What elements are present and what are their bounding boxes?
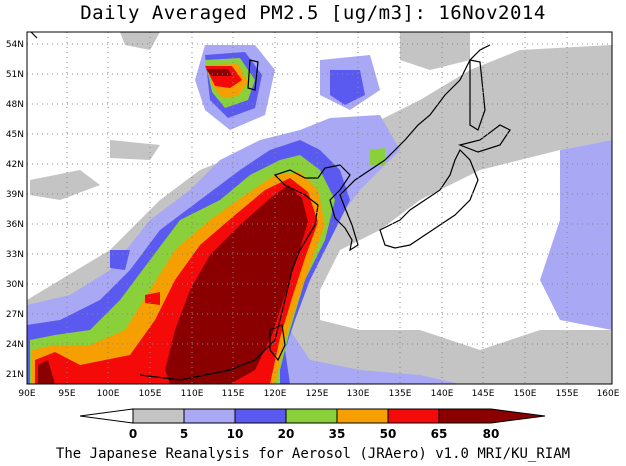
lat-label: 48N	[6, 100, 24, 110]
lon-label: 130E	[347, 389, 370, 399]
lon-label: 160E	[597, 389, 620, 399]
lon-label: 110E	[181, 389, 204, 399]
colorbar-swatch-3	[234, 408, 287, 424]
lon-label: 135E	[389, 389, 412, 399]
lat-label: 42N	[6, 160, 24, 170]
lon-label: 150E	[514, 389, 537, 399]
coastlines	[30, 32, 511, 381]
colorbar-swatch-5	[336, 408, 389, 424]
lat-label: 54N	[6, 40, 24, 50]
colorbar-swatch-1	[132, 408, 185, 424]
lon-label: 90E	[18, 389, 35, 399]
lat-label: 36N	[6, 220, 24, 230]
colorbar-swatch-0	[79, 408, 134, 424]
lat-label: 33N	[6, 250, 24, 260]
map-title: Daily Averaged PM2.5 [ug/m3]: 16Nov2014	[80, 2, 546, 24]
lon-label: 120E	[264, 389, 287, 399]
lon-label: 140E	[431, 389, 454, 399]
colorbar-swatch-6	[387, 408, 440, 424]
lat-label: 39N	[6, 190, 24, 200]
lon-label: 95E	[58, 389, 75, 399]
colorbar-tick: 5	[180, 427, 188, 441]
colorbar-swatch-4	[285, 408, 338, 424]
graticule	[27, 32, 612, 384]
colorbar: 0 5 10 20 35 50 65 80	[79, 408, 546, 441]
lat-label: 51N	[6, 70, 24, 80]
colorbar-swatch-2	[183, 408, 236, 424]
colorbar-swatch-7	[438, 408, 546, 424]
lon-label: 155E	[556, 389, 579, 399]
colorbar-tick: 0	[129, 427, 137, 441]
colorbar-tick: 10	[227, 427, 244, 441]
colorbar-tick: 65	[431, 427, 448, 441]
lat-label: 24N	[6, 340, 24, 350]
colorbar-tick: 20	[278, 427, 295, 441]
lon-label: 100E	[97, 389, 120, 399]
lat-labels: 21N 24N 27N 30N 33N 36N 39N 42N 45N 48N …	[6, 40, 24, 380]
lat-label: 21N	[6, 370, 24, 380]
lon-label: 145E	[472, 389, 495, 399]
lon-labels: 90E 95E 100E 105E 110E 115E 120E 125E 13…	[18, 389, 619, 399]
lon-label: 125E	[306, 389, 329, 399]
map-frame	[26, 31, 613, 385]
data-source-credit: The Japanese Reanalysis for Aerosol (JRA…	[55, 446, 571, 462]
lat-label: 27N	[6, 310, 24, 320]
colorbar-tick: 80	[483, 427, 500, 441]
lon-label: 105E	[139, 389, 162, 399]
map-canvas	[27, 32, 612, 384]
colorbar-tick: 35	[329, 427, 346, 441]
colorbar-tick: 50	[380, 427, 397, 441]
lat-label: 30N	[6, 280, 24, 290]
lat-label: 45N	[6, 130, 24, 140]
lon-label: 115E	[222, 389, 245, 399]
